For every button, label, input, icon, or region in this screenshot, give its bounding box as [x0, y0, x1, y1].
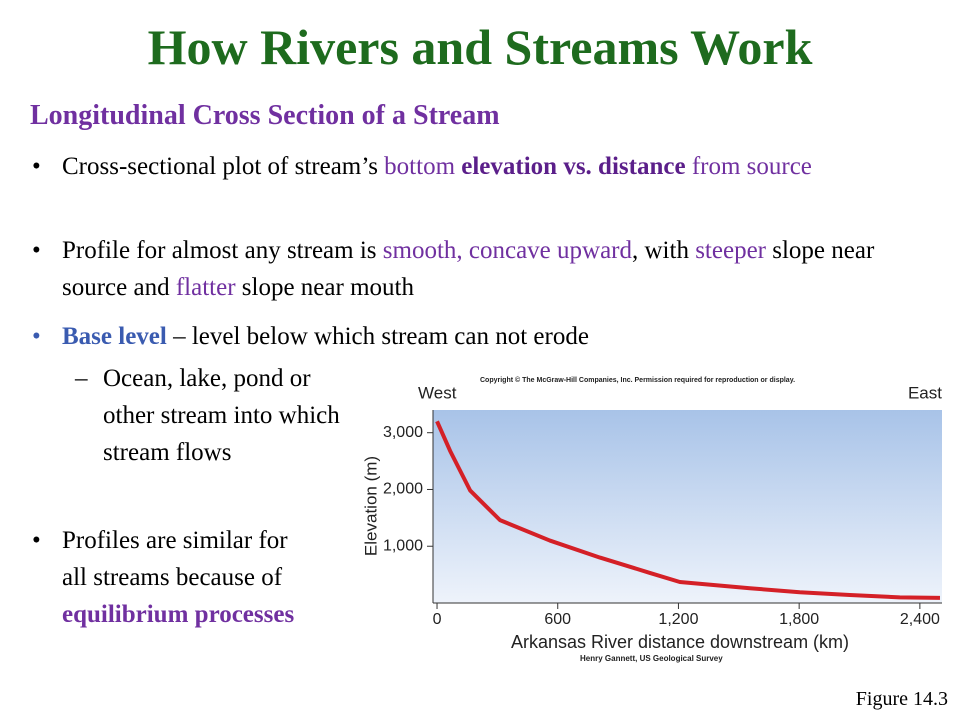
- y-tick-label: 2,000: [383, 481, 423, 498]
- east-label: East: [908, 383, 942, 402]
- text-run: smooth, concave upward: [382, 237, 632, 264]
- x-tick-label: 1,200: [658, 611, 698, 628]
- bullet: • Profiles are similar for all streams be…: [32, 522, 312, 633]
- bullet: • Profile for almost any stream is smooth…: [32, 232, 942, 306]
- x-axis-label: Arkansas River distance downstream (km): [511, 632, 849, 652]
- figure-caption: Figure 14.3: [855, 688, 948, 710]
- bullet-marker: •: [32, 323, 41, 350]
- text-run: Ocean, lake, pond or other stream into w…: [103, 365, 340, 466]
- x-tick-label: 0: [433, 611, 442, 628]
- y-tick-label: 1,000: [383, 537, 423, 554]
- text-run: Base level: [62, 323, 167, 350]
- text-run: Profiles are similar for all streams bec…: [62, 527, 288, 591]
- x-tick-label: 2,400: [900, 611, 940, 628]
- text-run: steeper: [695, 237, 766, 264]
- text-run: bottom: [384, 153, 462, 180]
- text-run: from source: [685, 153, 812, 180]
- text-run: , with: [632, 237, 696, 264]
- text-run: equilibrium processes: [62, 601, 295, 628]
- bullet-marker: •: [32, 237, 41, 264]
- text-run: elevation vs. distance: [461, 153, 686, 180]
- text-run: slope near source and: [62, 237, 875, 301]
- bullet-marker: –: [75, 365, 88, 392]
- y-axis-label: Elevation (m): [361, 456, 380, 556]
- west-label: West: [418, 383, 457, 402]
- bullet: – Ocean, lake, pond or other stream into …: [75, 360, 353, 471]
- text-run: flatter: [175, 274, 236, 301]
- bullet-marker: •: [32, 527, 41, 554]
- bullet: • Cross-sectional plot of stream’s bottom…: [32, 148, 942, 185]
- copyright: Copyright © The McGraw-Hill Companies, I…: [480, 376, 795, 384]
- bullet: • Base level – level below which stream c…: [32, 318, 942, 355]
- plot-area: [433, 410, 942, 603]
- text-run: Profile for almost any stream is: [62, 237, 383, 264]
- text-run: slope near mouth: [235, 274, 414, 301]
- source: Henry Gannett, US Geological Survey: [580, 654, 723, 663]
- x-tick-label: 1,800: [779, 611, 819, 628]
- y-tick-label: 3,000: [383, 424, 423, 441]
- slide-subtitle: Longitudinal Cross Section of a Stream: [30, 100, 500, 131]
- text-run: – level below which stream can not erode: [166, 323, 589, 350]
- x-tick-label: 600: [544, 611, 571, 628]
- bullet-marker: •: [32, 153, 41, 180]
- series-line: [435, 420, 941, 600]
- slide-title: How Rivers and Streams Work: [147, 19, 813, 75]
- text-run: Cross-sectional plot of stream’s: [62, 153, 385, 180]
